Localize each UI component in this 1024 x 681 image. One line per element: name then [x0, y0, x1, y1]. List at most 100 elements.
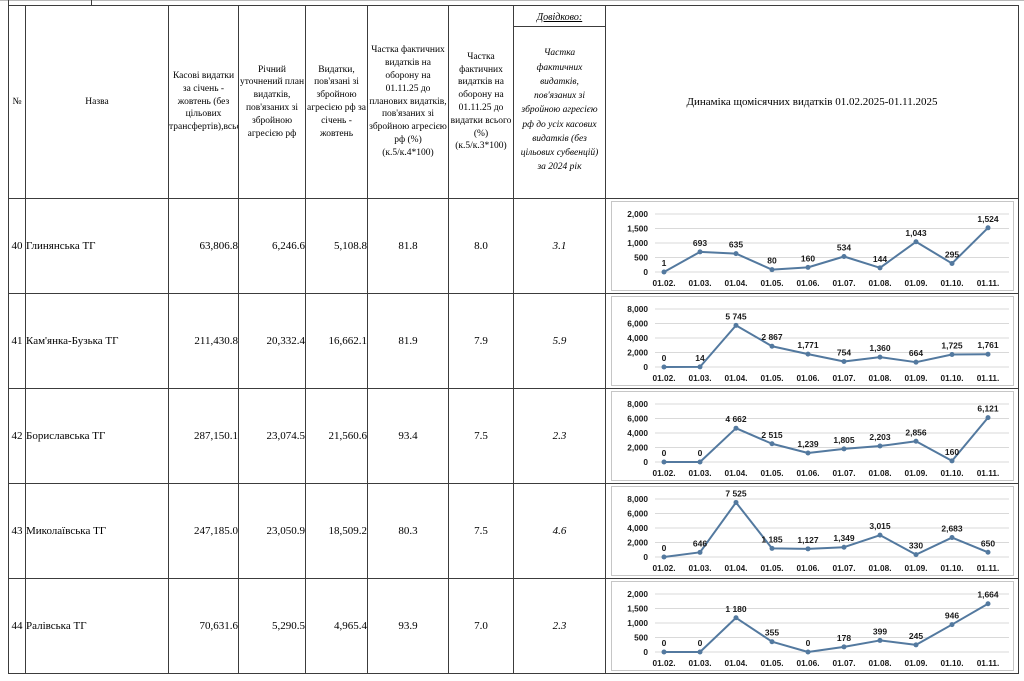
svg-text:01.03.: 01.03.	[688, 658, 711, 668]
svg-text:01.10.: 01.10.	[940, 563, 963, 573]
svg-text:4,000: 4,000	[627, 428, 648, 438]
svg-text:01.03.: 01.03.	[688, 468, 711, 478]
war-expenditures-value: 16,662.1	[305, 293, 368, 389]
svg-text:4,000: 4,000	[627, 333, 648, 343]
pct-of-plan-value: 93.9	[367, 578, 449, 674]
svg-text:01.02.: 01.02.	[652, 658, 675, 668]
svg-text:8,000: 8,000	[627, 304, 648, 314]
col-header-name: Назва	[25, 5, 169, 199]
pct-of-total-value: 7.5	[448, 388, 514, 484]
svg-text:2,203: 2,203	[869, 432, 891, 442]
svg-text:01.09.: 01.09.	[904, 278, 927, 288]
table-row: 40 Глинянська ТГ 63,806.8 6,246.6 5,108.…	[8, 198, 1019, 294]
col-header-dynamics: Динаміка щомісячних видатків 01.02.2025-…	[605, 5, 1019, 199]
svg-text:2,000: 2,000	[627, 443, 648, 453]
svg-text:0: 0	[661, 448, 666, 458]
reference-share-value: 3.1	[513, 198, 606, 294]
col-header-cash: Касові видатки за січень - жовтень (без …	[168, 5, 239, 199]
svg-text:0: 0	[661, 543, 666, 553]
mini-line-chart: 0 500 1,000 1,500 2,000 0 01.02. 0 01.03. 1 180 01…	[610, 581, 1014, 671]
expenditures-table: № Назва Касові видатки за січень - жовте…	[8, 5, 1019, 674]
annual-plan-value: 23,050.9	[238, 483, 306, 579]
svg-text:1,500: 1,500	[627, 604, 648, 614]
previous-row-border-stub	[8, 0, 9, 6]
svg-text:635: 635	[728, 240, 742, 250]
row-number: 41	[8, 293, 26, 389]
svg-text:01.04.: 01.04.	[724, 278, 747, 288]
svg-text:0: 0	[643, 647, 648, 657]
svg-text:1 180: 1 180	[725, 604, 747, 614]
svg-text:01.05.: 01.05.	[760, 563, 783, 573]
svg-text:0: 0	[661, 638, 666, 648]
svg-text:650: 650	[980, 538, 994, 548]
svg-text:01.04.: 01.04.	[724, 658, 747, 668]
cash-expenditures-value: 63,806.8	[168, 198, 239, 294]
svg-text:1,805: 1,805	[833, 435, 855, 445]
annual-plan-value: 20,332.4	[238, 293, 306, 389]
community-name: Ралівська ТГ	[25, 578, 169, 674]
svg-text:01.10.: 01.10.	[940, 278, 963, 288]
svg-text:178: 178	[836, 633, 850, 643]
svg-text:01.03.: 01.03.	[688, 373, 711, 383]
svg-text:664: 664	[908, 348, 922, 358]
annual-plan-value: 5,290.5	[238, 578, 306, 674]
svg-text:1,524: 1,524	[977, 214, 999, 224]
table-row: 44 Ралівська ТГ 70,631.6 5,290.5 4,965.4…	[8, 578, 1019, 674]
svg-text:01.07.: 01.07.	[832, 563, 855, 573]
col-header-pct-total-formula: (к.5/к.3*100)	[455, 141, 507, 152]
row-number: 40	[8, 198, 26, 294]
svg-text:01.06.: 01.06.	[796, 468, 819, 478]
table-row: 42 Бориславська ТГ 287,150.1 23,074.5 21…	[8, 388, 1019, 484]
svg-text:1,360: 1,360	[869, 343, 891, 353]
cash-expenditures-value: 247,185.0	[168, 483, 239, 579]
community-name: Бориславська ТГ	[25, 388, 169, 484]
svg-text:01.07.: 01.07.	[832, 373, 855, 383]
svg-text:534: 534	[836, 243, 850, 253]
svg-text:5 745: 5 745	[725, 311, 747, 321]
pct-of-plan-value: 93.4	[367, 388, 449, 484]
svg-text:1,771: 1,771	[797, 340, 819, 350]
war-expenditures-value: 4,965.4	[305, 578, 368, 674]
svg-text:01.09.: 01.09.	[904, 373, 927, 383]
col-header-pct-plan-formula: (к.5/к.4*100)	[382, 147, 434, 158]
reference-share-value: 5.9	[513, 293, 606, 389]
svg-text:01.07.: 01.07.	[832, 658, 855, 668]
svg-text:01.02.: 01.02.	[652, 373, 675, 383]
reference-share-value: 2.3	[513, 388, 606, 484]
col-header-reference-label: Частка фактичних видатків, пов'язаних зі…	[520, 48, 599, 173]
svg-text:4,000: 4,000	[627, 523, 648, 533]
svg-text:2,683: 2,683	[941, 524, 963, 534]
svg-text:7 525: 7 525	[725, 488, 747, 498]
svg-text:1: 1	[661, 258, 666, 268]
svg-text:0: 0	[643, 267, 648, 277]
svg-text:01.03.: 01.03.	[688, 563, 711, 573]
annual-plan-value: 6,246.6	[238, 198, 306, 294]
cash-expenditures-value: 287,150.1	[168, 388, 239, 484]
svg-text:01.02.: 01.02.	[652, 468, 675, 478]
svg-text:160: 160	[800, 253, 814, 263]
svg-text:01.07.: 01.07.	[832, 278, 855, 288]
svg-text:4 662: 4 662	[725, 414, 747, 424]
svg-text:1,664: 1,664	[977, 590, 999, 600]
table-header-row: № Назва Касові видатки за січень - жовте…	[8, 5, 1019, 199]
svg-text:8,000: 8,000	[627, 399, 648, 409]
row-number: 42	[8, 388, 26, 484]
svg-text:01.05.: 01.05.	[760, 658, 783, 668]
col-header-pct-total-label: Частка фактичних видатків на оборону на …	[450, 51, 512, 139]
svg-text:01.08.: 01.08.	[868, 658, 891, 668]
previous-row-border-stub	[91, 0, 92, 6]
svg-text:01.09.: 01.09.	[904, 658, 927, 668]
pct-of-plan-value: 81.8	[367, 198, 449, 294]
community-name: Глинянська ТГ	[25, 198, 169, 294]
col-header-pct-plan: Частка фактичних видатків на оборону на …	[367, 5, 449, 199]
svg-text:01.02.: 01.02.	[652, 563, 675, 573]
mini-line-chart: 0 500 1,000 1,500 2,000 1 01.02. 693 01.03. 635 01…	[610, 201, 1014, 291]
svg-text:01.11.: 01.11.	[976, 658, 999, 668]
svg-text:0: 0	[697, 638, 702, 648]
svg-text:01.06.: 01.06.	[796, 373, 819, 383]
svg-text:399: 399	[872, 626, 886, 636]
svg-text:01.07.: 01.07.	[832, 468, 855, 478]
annual-plan-value: 23,074.5	[238, 388, 306, 484]
svg-text:01.11.: 01.11.	[976, 563, 999, 573]
svg-text:2,000: 2,000	[627, 209, 648, 219]
